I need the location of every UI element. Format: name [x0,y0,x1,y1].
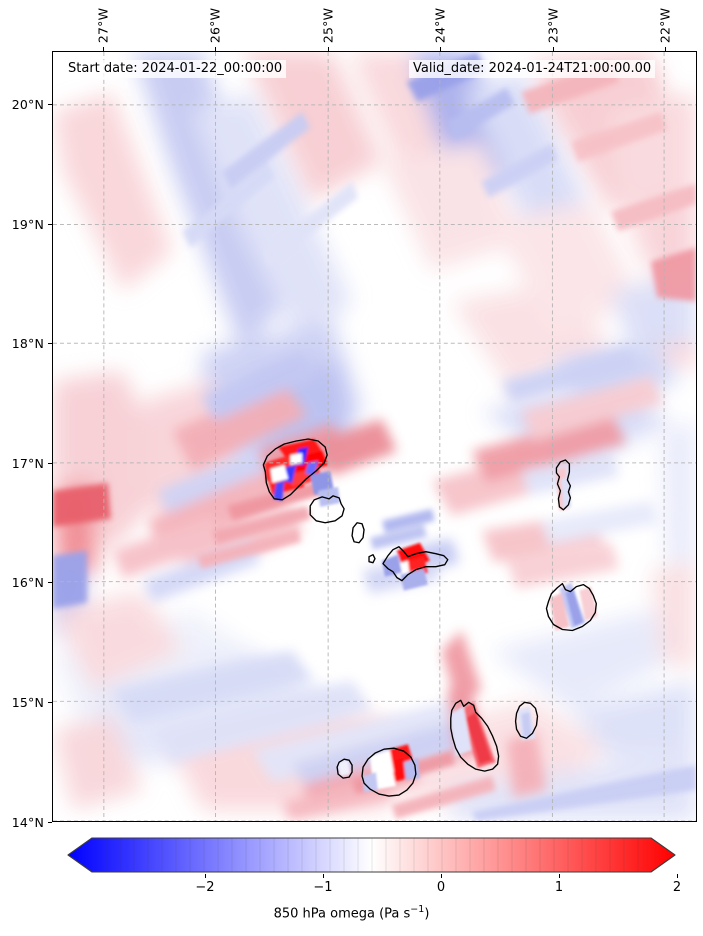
colorbar-tick-plus1 [559,874,560,878]
coastlines [262,438,597,797]
xtick-label-24w: 24°W [432,7,448,44]
ytick-label-14n: 14°N [11,815,44,830]
ytick-mark-15n [48,702,52,703]
xtick-label-25w: 25°W [320,7,336,44]
colorbar-title-exponent: −1 [410,904,425,915]
colorbar: −2 −1 0 1 2 [66,836,681,895]
colorbar-tick-zero [441,874,442,878]
ytick-label-20n: 20°N [11,97,44,112]
xtick-label-27w: 27°W [95,7,111,44]
xtick-label-26w: 26°W [207,7,223,44]
xtick-mark-26w [215,47,216,51]
ytick-mark-14n [48,822,52,823]
omega-field [53,52,696,821]
colorbar-tick-plus2 [677,874,678,878]
colorbar-title-main: 850 hPa omega (Pa s [273,906,411,922]
ytick-mark-20n [48,104,52,105]
colorbar-tick-minus2 [205,874,206,878]
xtick-mark-27w [103,47,104,51]
xtick-label-22w: 22°W [657,7,673,44]
colorbar-label-zero: 0 [436,880,446,895]
ytick-label-15n: 15°N [11,695,44,710]
ytick-label-19n: 19°N [11,217,44,232]
map-axes [52,51,697,822]
valid-date-annotation: Valid_date: 2024-01-24T21:00:00.00 [409,60,656,79]
xtick-mark-24w [440,47,441,51]
colorbar-label-plus2: 2 [672,880,682,895]
colorbar-label-plus1: 1 [554,880,564,895]
colorbar-region: −2 −1 0 1 2 850 hPa omega (Pa s−1) [0,836,703,936]
xtick-label-23w: 23°W [545,7,561,44]
omega-field-svg [53,52,696,821]
xtick-mark-25w [328,47,329,51]
ytick-label-16n: 16°N [11,575,44,590]
colorbar-title: 850 hPa omega (Pa s−1) [0,904,703,921]
colorbar-tick-minus1 [323,874,324,878]
xtick-mark-22w [665,47,666,51]
ytick-mark-19n [48,224,52,225]
colorbar-label-minus1: −1 [313,880,333,895]
colorbar-label-minus2: −2 [195,880,215,895]
ytick-label-17n: 17°N [11,456,44,471]
ytick-label-18n: 18°N [11,336,44,351]
colorbar-swatch [67,837,676,873]
start-date-annotation: Start date: 2024-01-22_00:00:00 [64,60,287,79]
ytick-mark-16n [48,582,52,583]
colorbar-title-tail: ) [424,906,430,922]
ytick-mark-18n [48,343,52,344]
ytick-mark-17n [48,463,52,464]
xtick-mark-23w [553,47,554,51]
